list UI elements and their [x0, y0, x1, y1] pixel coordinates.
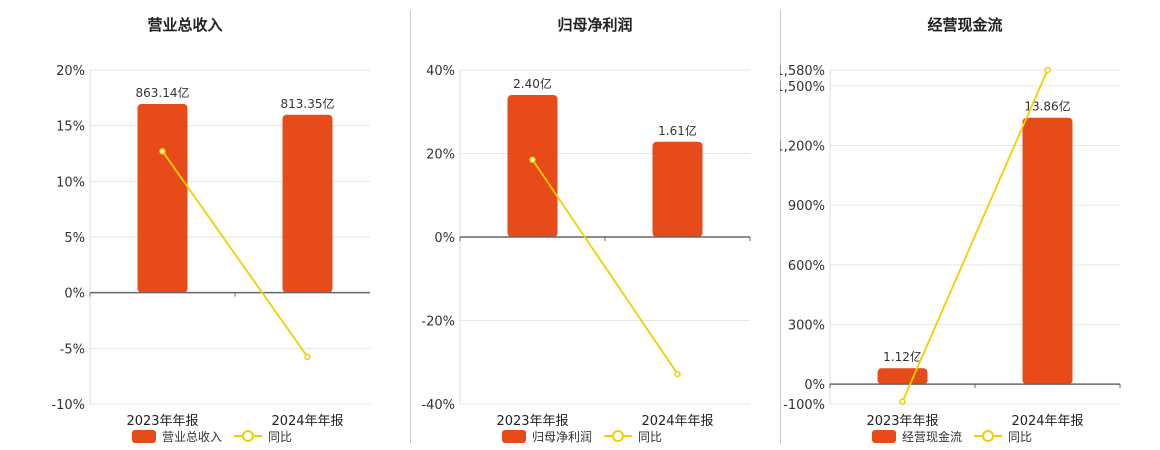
chart-panel-cash-flow: 经营现金流 1,580% 1,500% 1,200% 900% 600% 300% 0% -1… [780, 0, 1150, 450]
yoy-point [159, 148, 166, 155]
yoy-point [899, 398, 906, 405]
chart-panel-net-profit: 归母净利润 40% 20% 0% -20% -40% 2.40亿 1.61亿 2023年年报 2… [410, 0, 780, 450]
y-tick-label: 15% [56, 120, 85, 135]
bar [1022, 117, 1073, 385]
y-tick-label: 0% [434, 231, 455, 246]
bar [507, 95, 558, 237]
y-tick-label: 10% [56, 175, 85, 190]
chart-title: 归母净利润 [557, 16, 633, 34]
y-tick-label: -20% [421, 315, 455, 330]
chart-title: 经营现金流 [927, 16, 1003, 34]
legend-bar-label: 归母净利润 [532, 430, 592, 444]
y-tick-label: 1,500% [780, 80, 825, 95]
legend-bar-swatch [872, 430, 896, 443]
bar [282, 114, 333, 293]
chart-panel-revenue: 营业总收入 20% 15% 10% 5% 0% -5% -10% 863.14亿 813.35亿… [0, 0, 370, 450]
y-tick-label: -10% [51, 398, 85, 413]
y-tick-label: -5% [60, 342, 85, 357]
y-tick-label: 40% [426, 64, 455, 79]
legend-line-marker [612, 430, 624, 442]
legend-line-marker [982, 430, 994, 442]
panel-divider [410, 10, 411, 444]
x-category-label: 2023年年报 [126, 414, 198, 429]
y-tick-label: 5% [64, 231, 85, 246]
bar [137, 103, 188, 293]
panel-divider [780, 10, 781, 444]
yoy-line [901, 69, 1049, 402]
yoy-point [674, 370, 681, 378]
y-tick-label: -100% [783, 398, 825, 413]
legend-line-label: 同比 [638, 430, 662, 444]
legend-line-label: 同比 [1008, 430, 1032, 444]
bar-data-label: 813.35亿 [281, 96, 335, 111]
y-tick-label: 20% [426, 148, 455, 163]
bar-data-label: 13.86亿 [1024, 99, 1070, 114]
legend-bar-label: 营业总收入 [162, 430, 222, 444]
chart-title: 营业总收入 [147, 16, 223, 34]
x-category-label: 2024年年报 [271, 414, 343, 429]
yoy-point [304, 353, 311, 361]
legend-bar-swatch [502, 430, 526, 443]
legend-bar-swatch [132, 430, 156, 443]
legend-line-label: 同比 [268, 430, 292, 444]
y-tick-label: 20% [56, 64, 85, 79]
y-tick-label: 900% [788, 199, 825, 214]
revenue-chart: 20% 15% 10% 5% 0% -5% -10% 863.14亿 813.35亿 2023年年… [51, 64, 370, 444]
bar [877, 368, 928, 385]
bar-data-label: 863.14亿 [136, 85, 190, 100]
bar-data-label: 2.40亿 [513, 76, 552, 91]
bar [652, 141, 703, 237]
y-tick-label: 1,200% [780, 140, 825, 155]
y-tick-label: 300% [788, 318, 825, 333]
yoy-point [1044, 66, 1051, 74]
y-tick-label: 1,580% [780, 64, 825, 79]
y-tick-label: 600% [788, 259, 825, 274]
x-category-label: 2024年年报 [1011, 414, 1083, 429]
yoy-point [529, 156, 536, 164]
bar-data-label: 1.12亿 [883, 349, 922, 364]
cash-flow-chart: 1,580%1,500% 1,200% 900% 600% 300% 0% -100% 1.1… [780, 64, 1121, 444]
y-tick-label: 0% [804, 378, 825, 393]
x-category-label: 2024年年报 [641, 414, 713, 429]
bar-data-label: 1.61亿 [658, 123, 697, 138]
y-tick-label: -40% [421, 398, 455, 413]
y-tick-label: 0% [64, 287, 85, 302]
x-category-label: 2023年年报 [496, 414, 568, 429]
yoy-line [161, 150, 309, 358]
legend-line-marker [242, 430, 254, 442]
x-category-label: 2023年年报 [866, 414, 938, 429]
net-profit-chart: 40% 20% 0% -20% -40% 2.40亿 1.61亿 2023年年报 2024年年报… [421, 64, 751, 444]
legend-bar-label: 经营现金流 [902, 429, 962, 444]
yoy-line [531, 159, 679, 375]
